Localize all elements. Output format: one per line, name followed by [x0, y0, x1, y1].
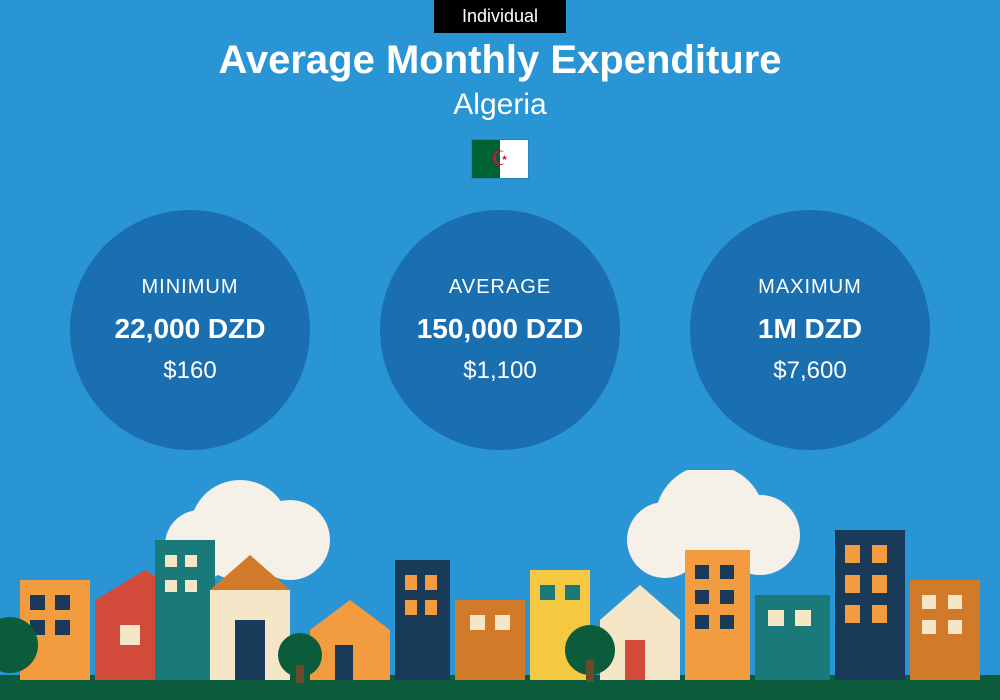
stat-label: MAXIMUM — [758, 276, 862, 299]
stat-usd: $1,100 — [463, 357, 536, 385]
country-name: Algeria — [0, 88, 1000, 122]
cityscape-illustration — [0, 470, 1000, 700]
stat-average: AVERAGE 150,000 DZD $1,100 — [380, 210, 620, 450]
stat-maximum: MAXIMUM 1M DZD $7,600 — [690, 210, 930, 450]
page-title: Average Monthly Expenditure — [0, 38, 1000, 83]
badge-text: Individual — [462, 6, 538, 26]
stat-usd: $160 — [163, 357, 216, 385]
stat-label: MINIMUM — [142, 276, 239, 299]
category-badge: Individual — [434, 0, 566, 33]
stat-value: 1M DZD — [758, 313, 862, 345]
stat-usd: $7,600 — [773, 357, 846, 385]
stat-value: 150,000 DZD — [417, 313, 584, 345]
flag-crescent-star-icon: ☪ — [491, 149, 509, 169]
stat-minimum: MINIMUM 22,000 DZD $160 — [70, 210, 310, 450]
stat-value: 22,000 DZD — [115, 313, 266, 345]
stats-row: MINIMUM 22,000 DZD $160 AVERAGE 150,000 … — [0, 210, 1000, 450]
algeria-flag-icon: ☪ — [472, 140, 528, 178]
stat-label: AVERAGE — [449, 276, 551, 299]
